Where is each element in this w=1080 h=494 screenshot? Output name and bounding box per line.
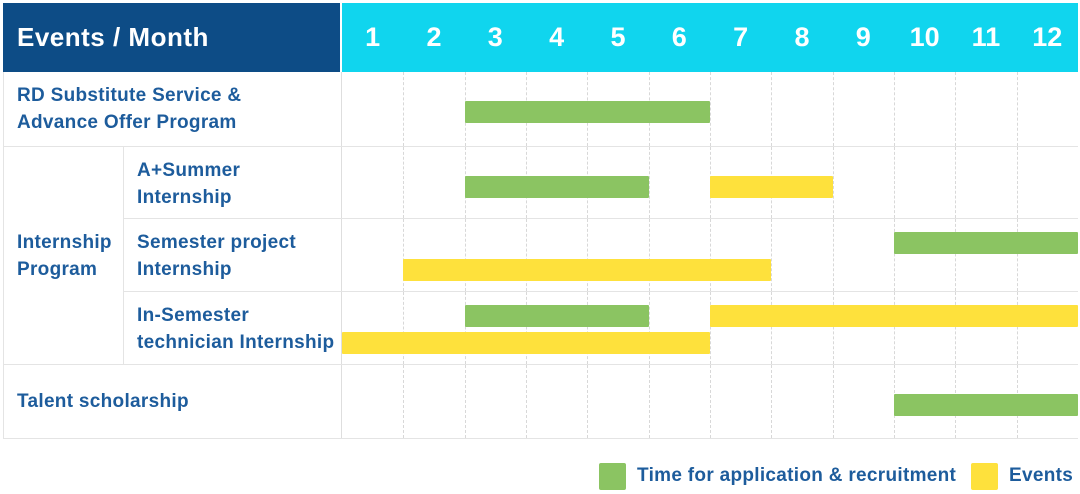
month-header: 1 2 3 4 5 6 7 8 9 10 11 12 <box>342 3 1078 72</box>
month-gridline <box>771 292 773 364</box>
month-gridline <box>894 147 895 218</box>
events-bar <box>403 259 772 281</box>
header-divider <box>340 3 342 72</box>
legend-label: Time for application & recruitment <box>637 465 957 486</box>
month-gridline <box>832 365 834 438</box>
month-gridline <box>1016 292 1018 364</box>
month-gridline <box>894 72 895 146</box>
month-gridline <box>771 72 773 146</box>
month-cell-7: 7 <box>733 22 749 52</box>
month-cell-10: 10 <box>909 22 940 52</box>
label-line: Semester project <box>137 232 296 253</box>
row-chart-talent-scholarship <box>342 365 1078 438</box>
month-gridline <box>403 365 405 438</box>
events-bar <box>342 332 710 354</box>
month-gridline <box>403 72 405 146</box>
month-cell-3: 3 <box>487 22 503 52</box>
events-bar <box>710 305 1078 327</box>
month-cell-8: 8 <box>794 22 810 52</box>
label-line: Internship <box>137 187 232 208</box>
label-line: In-Semester <box>137 305 250 326</box>
month-cell-4: 4 <box>549 22 565 52</box>
application-recruitment-bar <box>464 176 649 198</box>
label-line: Internship <box>17 231 112 253</box>
table-row: In-Semester technician Internship <box>124 292 1078 364</box>
application-recruitment-bar <box>894 232 1078 254</box>
table-header-row: Events / Month 1 2 3 4 5 6 7 8 9 10 11 12 <box>3 3 1078 72</box>
application-recruitment-bar <box>464 305 649 327</box>
month-gridline <box>1016 72 1018 146</box>
table-row: Talent scholarship <box>3 365 1078 439</box>
month-gridline <box>955 219 957 291</box>
month-cell-2: 2 <box>426 22 442 52</box>
month-gridline <box>955 147 957 218</box>
label-line: Program <box>17 258 98 280</box>
internship-program-group: Internship Program A+Summer Internship Sem… <box>3 147 1078 365</box>
month-gridline <box>710 365 711 438</box>
month-cell-9: 9 <box>855 22 871 52</box>
month-gridline <box>587 365 589 438</box>
month-gridline <box>710 72 711 146</box>
application-recruitment-bar <box>894 394 1078 416</box>
row-label-a-plus-summer: A+Summer Internship <box>124 147 342 218</box>
row-label-in-semester-technician: In-Semester technician Internship <box>124 292 342 364</box>
row-chart-rd-substitute <box>342 72 1078 146</box>
table-title: Events / Month <box>17 22 209 52</box>
yellow-swatch-icon <box>971 462 998 490</box>
label-line: A+Summer <box>137 160 241 181</box>
month-gridline <box>1016 219 1018 291</box>
month-gridline <box>832 219 834 291</box>
month-cell-11: 11 <box>971 22 1001 52</box>
row-label-semester-project: Semester project Internship <box>124 219 342 291</box>
label-line: Advance Offer Program <box>17 112 237 133</box>
row-label-talent-scholarship: Talent scholarship <box>3 365 342 438</box>
header-title-cell: Events / Month <box>3 3 340 72</box>
label-line: RD Substitute Service & <box>17 85 242 106</box>
gantt-table: Events / Month 1 2 3 4 5 6 7 8 9 10 11 12 RD Substi… <box>3 3 1078 439</box>
legend-item-events: Events <box>971 462 1073 490</box>
month-gridline <box>526 365 527 438</box>
month-gridline <box>894 292 895 364</box>
row-chart-a-plus-summer <box>342 147 1078 218</box>
month-gridline <box>955 292 957 364</box>
month-cell-5: 5 <box>610 22 626 52</box>
month-gridline <box>464 365 466 438</box>
row-label-rd-substitute: RD Substitute Service & Advance Offer Pro… <box>3 72 342 146</box>
month-gridline <box>1016 147 1018 218</box>
table-row: RD Substitute Service & Advance Offer Pro… <box>3 72 1078 147</box>
month-gridline <box>648 147 650 218</box>
month-gridline <box>894 219 895 291</box>
month-gridline <box>648 365 650 438</box>
month-gridline <box>832 72 834 146</box>
label-line: Internship <box>137 259 232 280</box>
table-row: Semester project Internship <box>124 219 1078 292</box>
green-swatch-icon <box>599 462 626 490</box>
legend-label: Events <box>1009 465 1074 486</box>
group-label-internship-program: Internship Program <box>3 147 124 364</box>
month-cell-12: 12 <box>1032 22 1063 52</box>
month-gridline <box>955 72 957 146</box>
internship-program-rows: A+Summer Internship Semester project Inter… <box>124 147 1078 364</box>
legend-item-application-recruitment: Time for application & recruitment <box>599 462 956 490</box>
month-gridline <box>710 292 711 364</box>
month-gridline <box>403 147 405 218</box>
events-bar <box>710 176 833 198</box>
label-line: technician Internship <box>137 332 335 353</box>
label-line: Talent scholarship <box>17 391 189 412</box>
month-gridline <box>832 147 834 218</box>
row-chart-in-semester-technician <box>342 292 1078 364</box>
month-gridline <box>771 365 773 438</box>
table-row: A+Summer Internship <box>124 147 1078 219</box>
month-gridline <box>832 292 834 364</box>
month-gridline <box>771 219 773 291</box>
application-recruitment-bar <box>464 101 710 123</box>
row-chart-semester-project <box>342 219 1078 291</box>
month-cell-6: 6 <box>671 22 687 52</box>
month-cell-1: 1 <box>365 22 381 52</box>
